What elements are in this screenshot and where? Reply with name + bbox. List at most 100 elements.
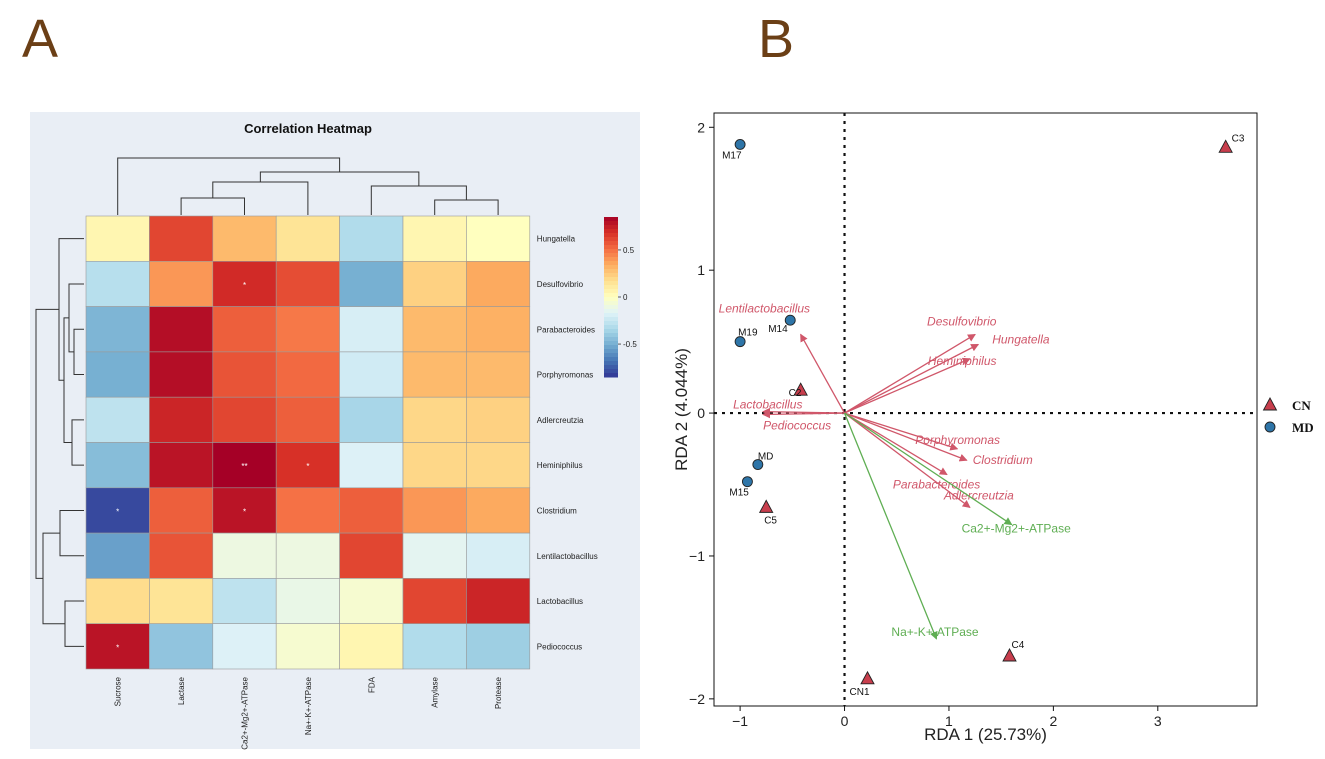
heatmap-cell	[275, 442, 340, 489]
column-label: Amylase	[431, 676, 440, 707]
sample-label: C2	[789, 388, 802, 399]
heatmap-cell	[402, 487, 467, 534]
column-label: Lactase	[177, 676, 186, 705]
column-label: Sucrose	[114, 676, 123, 706]
heatmap-cell	[466, 306, 531, 353]
species-arrow	[844, 343, 980, 414]
species-arrow	[844, 412, 968, 462]
row-dendrogram-branch	[63, 317, 72, 443]
species-label: Lentilactobacillus	[719, 301, 810, 315]
sample-point-cn	[1218, 139, 1233, 153]
heatmap-cell	[212, 215, 277, 262]
heatmap-cell	[149, 532, 214, 579]
heatmap-cell	[466, 578, 531, 625]
heatmap-title: Correlation Heatmap	[244, 121, 372, 136]
heatmap-cell	[402, 623, 467, 670]
heatmap-cell	[149, 578, 214, 625]
legend-gradient-segment	[604, 241, 618, 246]
species-arrow	[844, 412, 948, 476]
legend-gradient-segment	[604, 257, 618, 262]
heatmap-cell	[466, 351, 531, 398]
heatmap-cell	[402, 260, 467, 307]
heatmap-cell	[275, 260, 340, 307]
legend-gradient-segment	[604, 233, 618, 238]
heatmap-cell	[402, 351, 467, 398]
heatmap-cell	[212, 351, 277, 398]
column-dendrogram-branch	[117, 157, 341, 215]
sample-point-cn	[860, 670, 875, 685]
heatmap-cell	[466, 442, 531, 489]
species-label: Hungatella	[992, 332, 1050, 346]
legend-gradient-segment	[604, 217, 618, 222]
row-dendrogram-branch	[68, 283, 84, 353]
legend-label: CN	[1292, 398, 1311, 413]
heatmap-cell	[85, 532, 150, 579]
legend-gradient-segment	[604, 225, 618, 230]
legend-gradient-segment	[604, 337, 618, 342]
legend-gradient-segment	[604, 277, 618, 282]
heatmap-cell	[339, 260, 404, 307]
heatmap-background	[30, 112, 640, 749]
sample-label: C3	[1232, 133, 1245, 144]
row-label: Hungatella	[537, 235, 576, 244]
species-label: Adlercreutzia	[943, 488, 1014, 502]
sample-point-cn	[758, 499, 774, 513]
species-label: Clostridium	[973, 453, 1033, 467]
significance-marker: *	[116, 507, 119, 516]
species-arrow	[762, 407, 845, 416]
legend-gradient-segment	[604, 313, 618, 318]
species-label: Lactobacillus	[733, 398, 802, 412]
heatmap-cell	[85, 260, 150, 307]
heatmap-cell	[402, 532, 467, 579]
row-dendrogram-branch	[59, 509, 84, 557]
sample-point-md	[784, 314, 796, 326]
sample-label: C4	[1012, 640, 1025, 651]
legend-gradient-segment	[604, 341, 618, 346]
heatmap-cell	[149, 442, 214, 489]
heatmap-cell	[149, 487, 214, 534]
legend-gradient-segment	[604, 265, 618, 270]
heatmap-cell	[339, 623, 404, 670]
legend-tick-label: 0	[623, 293, 628, 302]
species-arrow	[800, 333, 846, 414]
legend-gradient-segment	[604, 285, 618, 290]
legend-gradient-segment	[604, 221, 618, 226]
row-label: Desulfovibrio	[537, 280, 584, 289]
column-dendrogram-branch	[180, 197, 245, 215]
heatmap-cell	[212, 306, 277, 353]
species-arrow	[844, 412, 971, 508]
row-dendrogram-branch	[58, 238, 84, 381]
species-arrow	[844, 333, 976, 414]
heatmap-cell	[149, 260, 214, 307]
species-arrow	[762, 410, 845, 419]
x-tick-label: −1	[732, 713, 748, 729]
heatmap-cell	[402, 578, 467, 625]
heatmap-cell	[85, 623, 150, 670]
heatmap-cell	[212, 532, 277, 579]
heatmap-cell	[275, 215, 340, 262]
legend-gradient-segment	[604, 349, 618, 354]
heatmap-cell	[275, 578, 340, 625]
legend-gradient-segment	[604, 305, 618, 310]
panel-label-a: A	[22, 9, 59, 69]
rda-plot-frame	[713, 112, 1258, 707]
legend-gradient-segment	[604, 301, 618, 306]
row-label: Heminiphilus	[537, 461, 583, 470]
sample-label: CN1	[850, 687, 870, 698]
legend-gradient-segment	[604, 237, 618, 242]
heatmap-cell	[149, 306, 214, 353]
species-label: Parabacteroides	[893, 478, 980, 492]
heatmap-cell	[212, 487, 277, 534]
heatmap-cell	[339, 487, 404, 534]
legend-gradient-segment	[604, 325, 618, 330]
heatmap-cell	[339, 306, 404, 353]
row-dendrogram-branch	[64, 600, 84, 647]
legend-gradient-segment	[604, 269, 618, 274]
row-label: Lactobacillus	[537, 597, 583, 606]
heatmap-cell	[85, 487, 150, 534]
heatmap-cell	[466, 396, 531, 443]
sample-label: M17	[722, 150, 742, 161]
x-axis-title: RDA 1 (25.73%)	[924, 725, 1047, 744]
heatmap-cell	[275, 351, 340, 398]
